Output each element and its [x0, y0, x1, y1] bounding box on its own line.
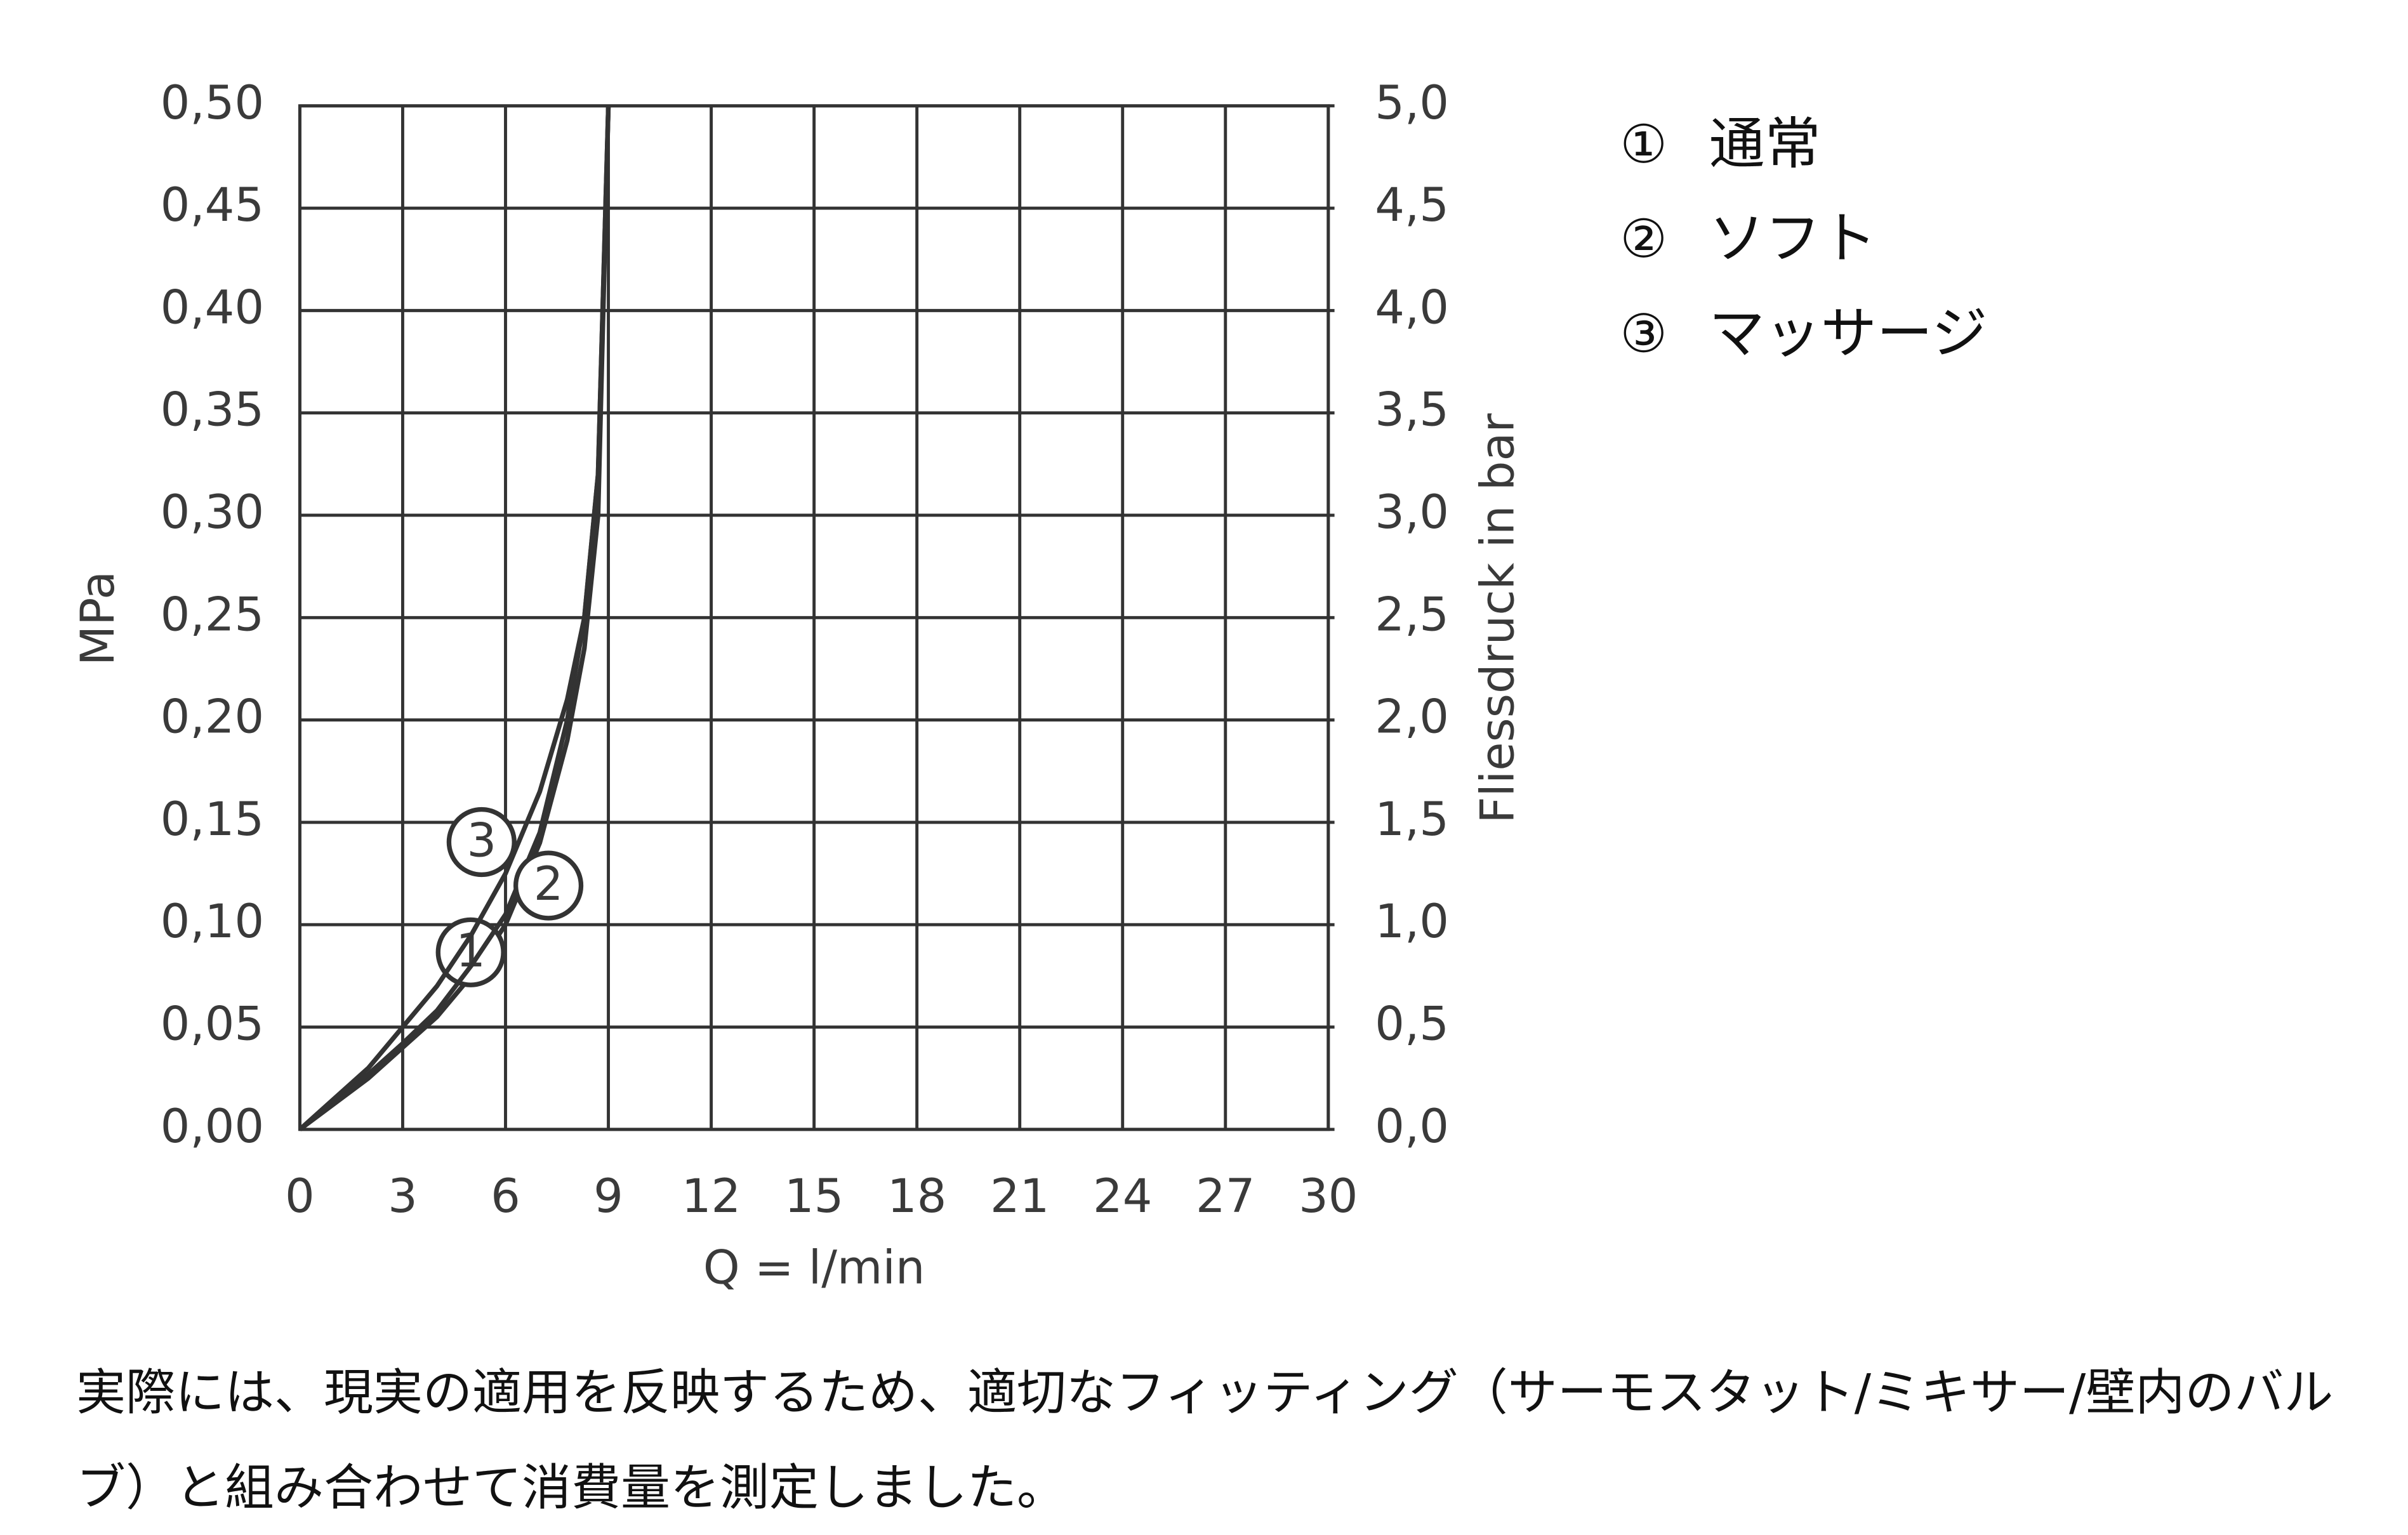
x-tick-label: 24: [1093, 1169, 1152, 1223]
series-label-circle: [513, 850, 584, 921]
y-axis-title: MPa: [71, 571, 125, 666]
plot-frame: [298, 104, 1330, 1131]
y-tick-label: 0,15: [161, 793, 264, 847]
series-label: 3: [466, 814, 496, 867]
legend-label: 通常: [1709, 111, 1821, 176]
x-tick-label: 15: [784, 1169, 843, 1223]
y-tick-label: 0,05: [161, 998, 264, 1051]
legend-label: ソフト: [1709, 206, 1877, 271]
y2-tick-label: 3,5: [1375, 383, 1449, 437]
y2-tick-label: 4,5: [1375, 178, 1449, 232]
y2-tick-label: 3,0: [1375, 485, 1449, 539]
y2-tick-label: 2,5: [1375, 588, 1449, 642]
x-axis-title: Q = l/min: [703, 1241, 925, 1295]
y2-tick-label: 1,5: [1375, 793, 1449, 847]
series-line: [298, 105, 611, 1131]
x-tick-label: 30: [1299, 1169, 1358, 1223]
series-label: 2: [534, 857, 564, 911]
legend-label: マッサージ: [1709, 300, 1988, 366]
y-tick-label: 0,20: [161, 690, 264, 744]
x-tick-label: 18: [887, 1169, 946, 1223]
series-label-circle: [435, 917, 506, 987]
y2-axis-title: Fliessdruck in bar: [1471, 413, 1525, 824]
y2-tick-label: 4,0: [1375, 280, 1449, 334]
x-tick-label: 0: [285, 1169, 315, 1223]
y-tick-label: 0,25: [161, 588, 264, 642]
x-tick-label: 9: [593, 1169, 623, 1223]
y2-tick-label: 0,5: [1375, 998, 1449, 1051]
legend-symbol: ②: [1620, 208, 1667, 270]
x-tick-label: 21: [990, 1169, 1049, 1223]
y2-tick-label: 1,0: [1375, 895, 1449, 949]
x-tick-label: 27: [1196, 1169, 1255, 1223]
y2-tick-label: 2,0: [1375, 690, 1449, 744]
y-tick-label: 0,35: [161, 383, 264, 437]
y-tick-label: 0,40: [161, 280, 264, 334]
y2-tick-label: 5,0: [1375, 76, 1449, 130]
x-tick-label: 6: [491, 1169, 520, 1223]
x-tick-label: 3: [388, 1169, 418, 1223]
y-tick-label: 0,10: [161, 895, 264, 949]
x-tick-label: 12: [682, 1169, 741, 1223]
y2-tick-label: 0,0: [1375, 1100, 1449, 1154]
legend-symbol: ③: [1620, 303, 1667, 364]
series-label-circle: [446, 807, 517, 878]
y-tick-label: 0,45: [161, 178, 264, 232]
legend-symbol: ①: [1620, 114, 1667, 175]
series-line: [298, 105, 611, 1131]
y-tick-label: 0,50: [161, 76, 264, 130]
y-tick-label: 0,00: [161, 1100, 264, 1154]
footnote: 実際には、現実の適用を反映するため、適切なフィッティング（サーモスタット/ミキサ…: [76, 1364, 2334, 1517]
y-tick-label: 0,30: [161, 485, 264, 539]
